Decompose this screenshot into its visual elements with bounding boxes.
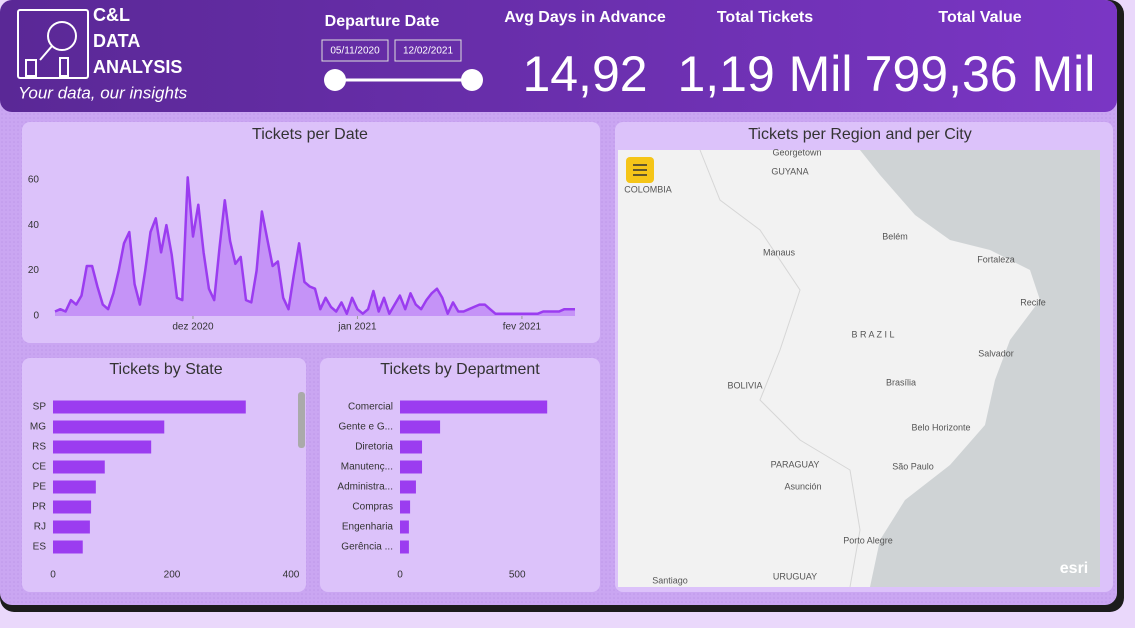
logo-text: ANALYSIS <box>93 57 182 77</box>
slider-handle[interactable] <box>461 69 483 91</box>
date-box[interactable] <box>321 39 389 62</box>
kpi-value: 1,19 Mil <box>677 46 852 102</box>
map-label: BOLIVIA <box>727 380 762 390</box>
map-label: PARAGUAY <box>771 459 820 469</box>
y-tick-label: 60 <box>28 174 40 185</box>
map-label: Belo Horizonte <box>911 422 970 432</box>
map-label: Porto Alegre <box>843 535 893 545</box>
y-tick-label: 20 <box>28 265 40 276</box>
x-tick-label: 200 <box>164 570 181 581</box>
map-label: COLOMBIA <box>624 184 672 194</box>
map-label: URUGUAY <box>773 571 817 581</box>
bar <box>400 480 416 494</box>
map-label: São Paulo <box>892 461 934 471</box>
kpi-label: Total Value <box>938 9 1021 26</box>
date-box[interactable] <box>394 39 462 62</box>
x-tick-label: dez 2020 <box>172 322 214 333</box>
y-tick-label: Gente e G... <box>339 422 393 433</box>
panel <box>22 358 306 592</box>
y-tick-label: 0 <box>33 311 39 322</box>
slicer-title: Departure Date <box>325 13 440 30</box>
tagline: Your data, our insights <box>18 83 188 102</box>
y-tick-label: Comercial <box>348 402 393 413</box>
x-tick-label: fev 2021 <box>503 322 542 333</box>
map-title: Tickets per Region and per City <box>748 126 972 143</box>
panel <box>22 122 600 343</box>
x-tick-label: 0 <box>397 570 403 581</box>
bar <box>400 400 548 414</box>
panel <box>320 358 600 592</box>
chart-title: Tickets per Date <box>252 126 368 143</box>
area <box>55 177 575 316</box>
kpi-value: 14,92 <box>522 46 647 102</box>
map-label: Santiago <box>652 575 688 585</box>
y-tick-label: PR <box>32 502 46 513</box>
logo-text: C&L <box>93 5 130 25</box>
logo-text: DATA <box>93 31 140 51</box>
map-label: Salvador <box>978 348 1014 358</box>
bar <box>53 460 105 474</box>
x-tick-label: 500 <box>509 570 526 581</box>
esri-logo: esri <box>1060 560 1088 577</box>
y-tick-label: 40 <box>28 220 40 231</box>
map-label: Asunción <box>784 481 821 491</box>
map-label: Georgetown <box>772 147 821 157</box>
kpi-label: Avg Days in Advance <box>504 9 666 26</box>
y-tick-label: Engenharia <box>342 522 394 533</box>
kpi-value: 799,36 Mil <box>865 46 1096 102</box>
map-ocean <box>860 150 1100 587</box>
x-tick-label: 400 <box>283 570 300 581</box>
x-tick-label: jan 2021 <box>337 322 377 333</box>
y-tick-label: RJ <box>34 522 46 533</box>
y-tick-label: CE <box>32 462 46 473</box>
bar <box>400 420 441 434</box>
chart-title: Tickets by State <box>109 361 222 378</box>
header <box>0 0 1117 112</box>
y-tick-label: RS <box>32 442 46 453</box>
menu-icon <box>633 164 647 176</box>
y-tick-label: Manutenç... <box>341 462 393 473</box>
bar <box>400 500 411 514</box>
bar <box>400 440 423 454</box>
bar <box>53 440 152 454</box>
bar <box>53 500 92 514</box>
map-label: Brasília <box>886 377 916 387</box>
slider-handle[interactable] <box>324 69 346 91</box>
map-label: Fortaleza <box>977 254 1015 264</box>
y-tick-label: SP <box>33 402 47 413</box>
map-label: GUYANA <box>771 166 808 176</box>
bar <box>400 520 409 534</box>
y-tick-label: Diretoria <box>355 442 393 453</box>
bar <box>53 400 246 414</box>
bar <box>400 460 423 474</box>
bar <box>53 480 96 494</box>
date-to[interactable]: 12/02/2021 <box>403 46 453 57</box>
x-tick-label: 0 <box>50 570 56 581</box>
kpi-label: Total Tickets <box>717 9 813 26</box>
y-tick-label: ES <box>33 542 47 553</box>
bar <box>53 520 90 534</box>
y-tick-label: MG <box>30 422 46 433</box>
date-from[interactable]: 05/11/2020 <box>330 46 380 57</box>
scrollbar[interactable] <box>298 392 305 448</box>
y-tick-label: Gerência ... <box>341 542 393 553</box>
map-label: B R A Z I L <box>851 329 894 339</box>
bar <box>53 540 83 554</box>
line <box>54 176 575 315</box>
y-tick-label: Administra... <box>337 482 393 493</box>
bar <box>400 540 409 554</box>
bar <box>53 420 165 434</box>
map-label: Manaus <box>763 247 796 257</box>
map-border <box>699 149 861 588</box>
y-tick-label: PE <box>33 482 47 493</box>
map-label: Belém <box>882 231 908 241</box>
chart-title: Tickets by Department <box>380 361 540 378</box>
map-label: Recife <box>1020 297 1046 307</box>
y-tick-label: Compras <box>352 502 393 513</box>
logo <box>17 9 89 79</box>
